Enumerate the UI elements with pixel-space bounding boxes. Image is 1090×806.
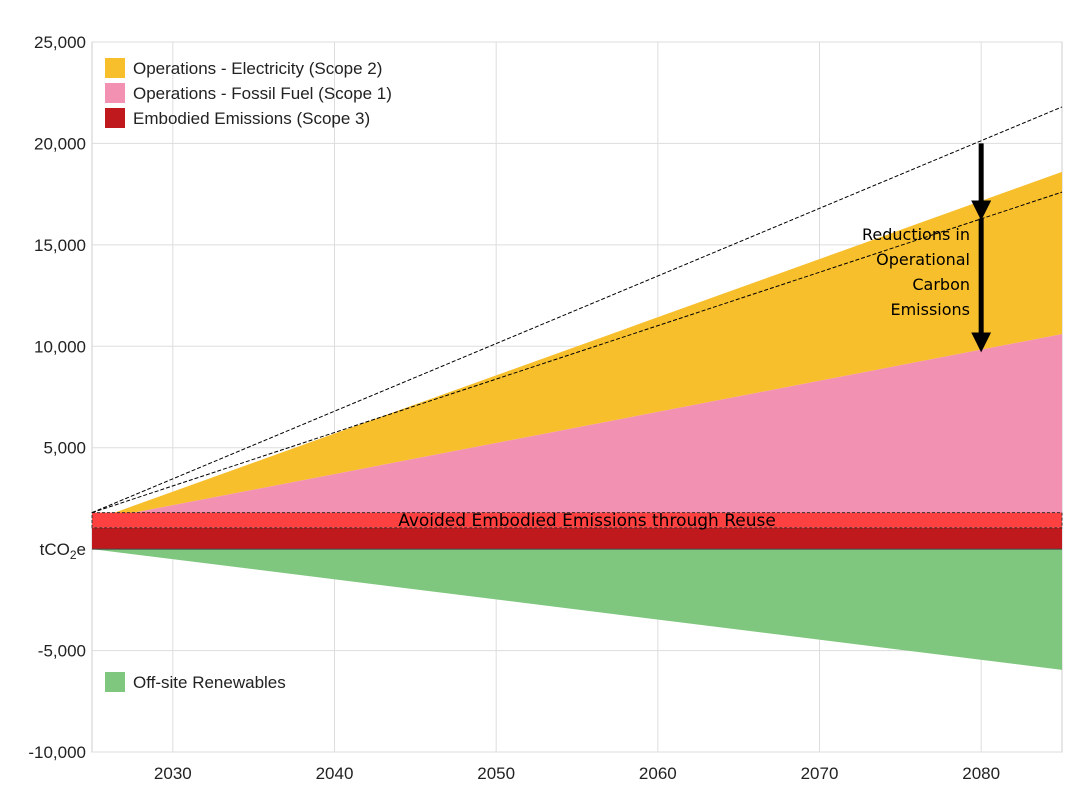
legend-label: Operations - Fossil Fuel (Scope 1) xyxy=(133,84,392,103)
y-tick-label: -10,000 xyxy=(28,743,86,762)
y-tick-label: 25,000 xyxy=(34,33,86,52)
x-tick-label: 2060 xyxy=(639,764,677,783)
x-tick-label: 2070 xyxy=(801,764,839,783)
y-tick-label: 5,000 xyxy=(43,439,86,458)
y-tick-label: 10,000 xyxy=(34,337,86,356)
y-tick-label: 20,000 xyxy=(34,134,86,153)
annotation-text-line: Operational xyxy=(876,250,970,269)
area-embodied-emissions-scope-3 xyxy=(92,527,1062,550)
reuse-band xyxy=(91,512,1063,529)
dashed-trend-line xyxy=(91,191,1063,514)
area-operations-electricity-scope-2 xyxy=(92,171,1062,521)
annotation-text-line: Reductions in xyxy=(862,225,970,244)
legend-swatch xyxy=(105,83,125,103)
area-operations-fossil-fuel-scope-1 xyxy=(92,334,1062,521)
reuse-band-label: Avoided Embodied Emissions through Reuse xyxy=(398,511,776,531)
area-off-site-renewables xyxy=(92,549,1062,670)
legend-label: Operations - Electricity (Scope 2) xyxy=(133,59,382,78)
legend: Operations - Electricity (Scope 2) Operat… xyxy=(105,58,392,692)
annotation-text-line: Emissions xyxy=(890,300,970,319)
legend-label: Embodied Emissions (Scope 3) xyxy=(133,109,370,128)
dashed-trend-line xyxy=(91,106,1063,514)
annotation-text-line: Carbon xyxy=(912,275,970,294)
y-tick-label: 15,000 xyxy=(34,236,86,255)
y-tick-label: -5,000 xyxy=(38,642,86,661)
x-tick-label: 2030 xyxy=(154,764,192,783)
legend-swatch xyxy=(105,672,125,692)
area-series xyxy=(92,171,1062,670)
legend-swatch xyxy=(105,58,125,78)
y-axis-ticks: 25,000 20,000 15,000 10,000 5,000 tCO2e -5,000… xyxy=(28,33,86,762)
y-tick-label: tCO2e xyxy=(40,540,86,562)
x-tick-label: 2050 xyxy=(477,764,515,783)
x-tick-label: 2080 xyxy=(962,764,1000,783)
annotation: Reductions in Operational Carbon Emissions xyxy=(862,143,992,353)
x-tick-label: 2040 xyxy=(316,764,354,783)
legend-label: Off-site Renewables xyxy=(133,673,286,692)
x-axis-ticks: 2030 2040 2050 2060 2070 2080 xyxy=(154,764,1000,783)
legend-swatch xyxy=(105,108,125,128)
overlays: Avoided Embodied Emissions through Reuse xyxy=(91,106,1063,550)
